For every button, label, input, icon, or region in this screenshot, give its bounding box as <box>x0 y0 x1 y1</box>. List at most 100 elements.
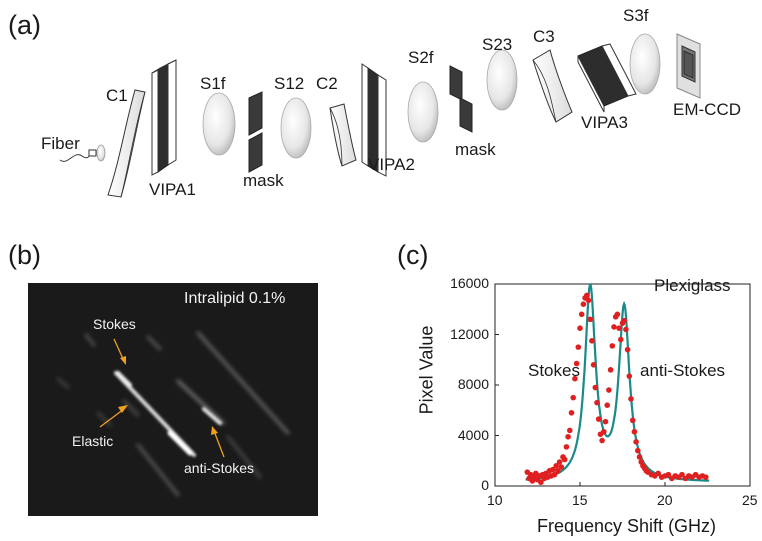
data-point <box>628 396 634 402</box>
data-point <box>626 373 633 379</box>
s3f-lens-icon <box>629 33 661 95</box>
data-point <box>529 478 536 484</box>
data-point <box>575 344 582 350</box>
data-point <box>589 338 595 344</box>
data-point <box>582 295 588 301</box>
data-point <box>614 311 621 318</box>
x-tick-label: 25 <box>742 492 758 508</box>
plot-annotation-stokes: Stokes <box>528 361 580 380</box>
data-point <box>539 471 546 478</box>
data-point <box>675 474 682 480</box>
data-point <box>534 476 541 483</box>
data-point <box>648 471 655 478</box>
y-tick-label: 4000 <box>457 426 489 443</box>
data-point <box>616 325 622 331</box>
data-point <box>658 474 665 480</box>
panel-label-a: (a) <box>8 10 41 40</box>
data-point <box>524 469 531 475</box>
data-point <box>590 362 597 368</box>
panel-label-b: (b) <box>8 240 41 270</box>
data-point <box>567 427 573 434</box>
data-point <box>601 428 607 435</box>
camera-image-background <box>28 283 318 516</box>
data-point <box>612 314 619 320</box>
data-point <box>669 475 675 482</box>
data-point <box>629 417 636 424</box>
data-point <box>699 473 706 479</box>
data-point <box>672 473 678 479</box>
data-point <box>580 301 587 308</box>
label-s12: S12 <box>274 74 305 93</box>
label-c3: C3 <box>533 27 555 46</box>
data-point <box>565 433 571 440</box>
label-vipa1: VIPA1 <box>149 180 196 199</box>
label-s23: S23 <box>482 35 513 54</box>
data-point <box>631 428 638 435</box>
data-point <box>686 473 692 479</box>
data-point <box>696 474 702 480</box>
data-point <box>638 459 644 465</box>
data-point <box>556 459 563 465</box>
data-point <box>543 470 549 477</box>
arrow-elastic-icon <box>99 405 128 428</box>
data-point <box>595 416 602 422</box>
data-point <box>682 475 689 482</box>
s1f-lens-icon <box>202 92 236 156</box>
vipa3-icon <box>577 43 637 113</box>
camera-image <box>28 283 318 516</box>
label-em-ccd: EM-CCD <box>673 100 741 119</box>
label-vipa2: VIPA2 <box>368 155 415 174</box>
data-point <box>609 343 616 349</box>
s12-lens-icon <box>280 97 312 159</box>
data-point <box>618 336 624 343</box>
data-point <box>592 384 599 391</box>
label-mask1: mask <box>243 171 284 190</box>
data-point <box>636 454 643 460</box>
y-axis-title: Pixel Value <box>416 325 437 415</box>
data-point <box>662 473 668 479</box>
data-point <box>655 470 661 477</box>
data-point <box>692 471 699 478</box>
label-c2: C2 <box>316 74 338 93</box>
y-tick-label: 12000 <box>450 325 489 342</box>
data-point <box>703 474 709 480</box>
label-vipa3: VIPA3 <box>581 113 628 132</box>
data-point <box>652 473 658 479</box>
image-label-anti-stokes: anti-Stokes <box>184 460 255 476</box>
data-point <box>546 468 553 474</box>
data-point <box>689 474 695 480</box>
data-point <box>538 479 544 486</box>
x-tick-label: 15 <box>572 492 588 508</box>
label-s1f: S1f <box>200 74 226 93</box>
vipa2-icon <box>361 63 387 177</box>
data-points-series <box>524 292 709 486</box>
data-point <box>544 474 551 480</box>
data-point <box>526 475 532 482</box>
data-point <box>679 471 685 478</box>
data-point <box>577 325 583 331</box>
data-point <box>541 475 548 482</box>
mask1-icon <box>248 91 263 173</box>
vipa1-icon <box>151 59 177 176</box>
s23-lens-icon <box>486 49 518 111</box>
data-point <box>536 473 542 479</box>
x-axis-title: Frequency Shift (GHz) <box>537 516 717 536</box>
data-point <box>563 444 570 450</box>
image-label-stokes: Stokes <box>93 316 136 332</box>
data-point <box>560 454 566 460</box>
panel-label-c: (c) <box>397 240 429 270</box>
c1-cylindrical-lens-icon <box>107 89 146 198</box>
data-point <box>635 447 641 454</box>
plot-axes <box>494 283 751 487</box>
data-point <box>607 367 614 373</box>
image-sample-label: Intralipid 0.1% <box>184 290 286 307</box>
y-tick-label: 0 <box>481 477 489 493</box>
arrow-anti-stokes-icon <box>211 426 225 458</box>
data-point <box>665 471 672 478</box>
c2-cylindrical-lens-icon <box>329 103 357 167</box>
data-point <box>594 399 600 406</box>
data-point <box>578 311 585 318</box>
data-point <box>611 324 617 330</box>
data-point <box>645 469 651 475</box>
data-point <box>584 292 590 299</box>
